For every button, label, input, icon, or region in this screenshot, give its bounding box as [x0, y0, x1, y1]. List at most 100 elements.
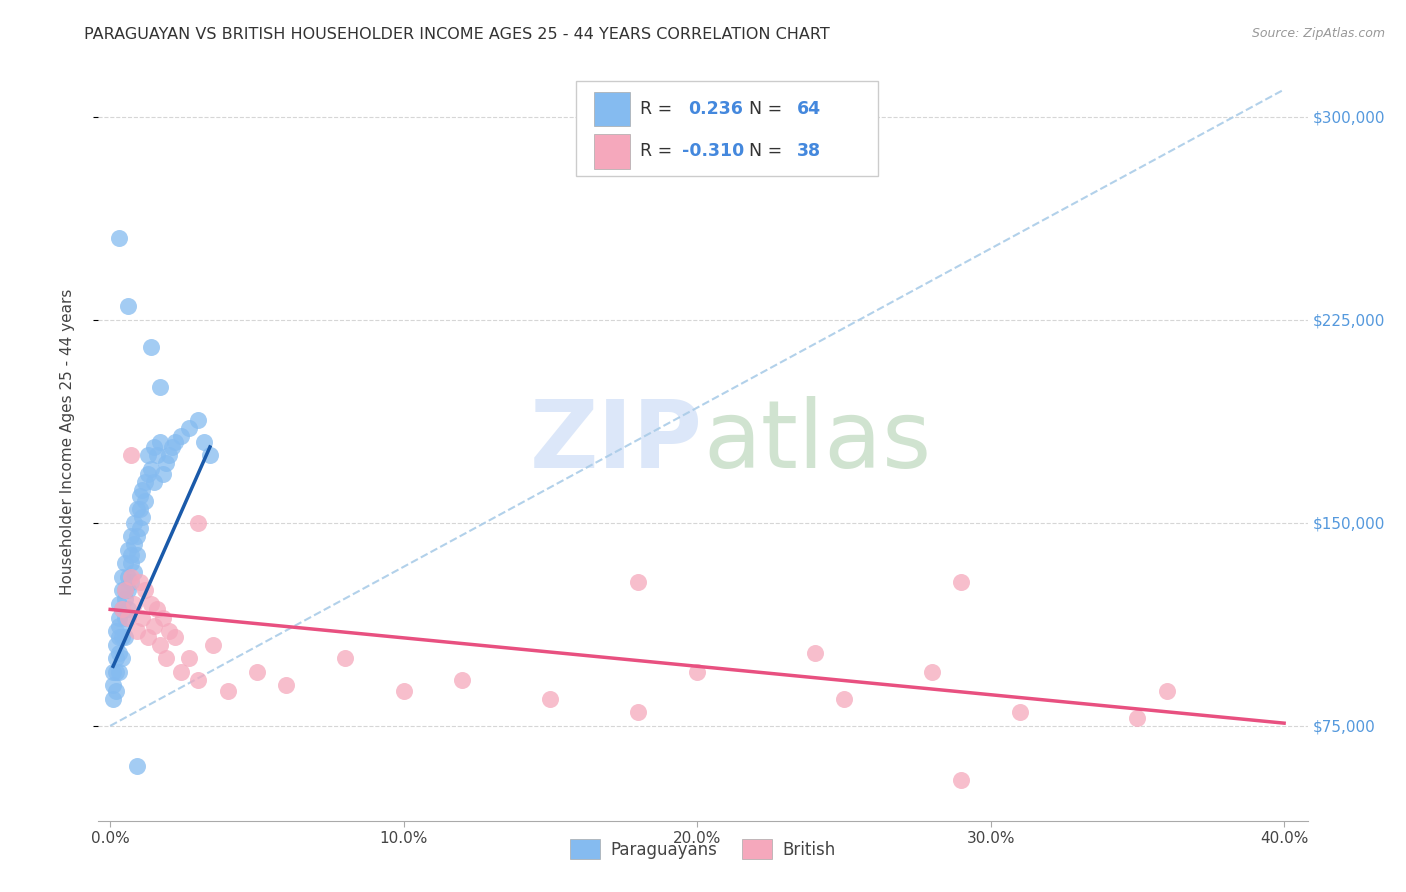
Point — [198, 448, 221, 462]
Point — [117, 602, 139, 616]
Text: R =: R = — [640, 143, 678, 161]
Point — [120, 557, 142, 571]
Point — [117, 570, 139, 584]
Point — [921, 665, 943, 679]
Point — [117, 583, 139, 598]
Point — [114, 630, 136, 644]
Point — [114, 583, 136, 598]
Point — [163, 630, 186, 644]
Point — [101, 665, 124, 679]
FancyBboxPatch shape — [595, 92, 630, 126]
Point — [111, 651, 134, 665]
Point — [117, 542, 139, 557]
Point — [105, 651, 128, 665]
Point — [276, 678, 298, 692]
Point — [157, 624, 180, 639]
Point — [134, 583, 156, 598]
Point — [111, 602, 134, 616]
Point — [187, 673, 209, 687]
Point — [114, 583, 136, 598]
FancyBboxPatch shape — [595, 135, 630, 169]
Point — [134, 494, 156, 508]
Point — [111, 570, 134, 584]
Point — [149, 380, 172, 394]
Point — [120, 548, 142, 563]
Legend: Paraguayans, British: Paraguayans, British — [564, 833, 842, 865]
Point — [117, 610, 139, 624]
Text: 0.236: 0.236 — [689, 100, 744, 118]
Point — [187, 516, 209, 530]
Point — [149, 638, 172, 652]
Point — [108, 597, 131, 611]
Point — [686, 665, 709, 679]
Point — [1126, 711, 1149, 725]
Point — [141, 597, 163, 611]
Point — [246, 665, 269, 679]
Point — [128, 521, 150, 535]
Point — [333, 651, 356, 665]
Point — [169, 665, 191, 679]
Point — [179, 651, 201, 665]
Point — [149, 434, 172, 449]
Point — [451, 673, 474, 687]
Point — [125, 548, 148, 563]
Point — [125, 624, 148, 639]
Point — [117, 299, 139, 313]
Point — [157, 448, 180, 462]
Point — [155, 456, 177, 470]
Point — [105, 665, 128, 679]
Point — [155, 651, 177, 665]
Point — [627, 706, 650, 720]
Point — [201, 638, 224, 652]
Point — [108, 630, 131, 644]
Point — [187, 413, 209, 427]
Point — [125, 502, 148, 516]
Point — [1008, 706, 1031, 720]
Point — [136, 630, 159, 644]
Point — [122, 597, 145, 611]
Point — [111, 583, 134, 598]
Point — [128, 489, 150, 503]
Text: Source: ZipAtlas.com: Source: ZipAtlas.com — [1251, 27, 1385, 40]
Point — [141, 340, 163, 354]
Point — [120, 575, 142, 590]
Point — [101, 691, 124, 706]
Text: R =: R = — [640, 100, 678, 118]
Point — [108, 610, 131, 624]
Point — [146, 448, 169, 462]
Text: N =: N = — [749, 143, 787, 161]
Point — [125, 529, 148, 543]
Point — [803, 646, 825, 660]
Point — [136, 448, 159, 462]
Text: -0.310: -0.310 — [682, 143, 745, 161]
Point — [143, 475, 166, 490]
Point — [152, 610, 174, 624]
Point — [152, 467, 174, 481]
Point — [120, 529, 142, 543]
Point — [141, 461, 163, 475]
Text: N =: N = — [749, 100, 787, 118]
Point — [105, 638, 128, 652]
Point — [128, 502, 150, 516]
Y-axis label: Householder Income Ages 25 - 44 years: Householder Income Ages 25 - 44 years — [60, 288, 75, 595]
Point — [122, 537, 145, 551]
Point — [131, 483, 153, 498]
Point — [134, 475, 156, 490]
Point — [105, 683, 128, 698]
Point — [108, 646, 131, 660]
Point — [122, 565, 145, 579]
Point — [131, 510, 153, 524]
Point — [217, 683, 239, 698]
Point — [128, 575, 150, 590]
Point — [136, 467, 159, 481]
Point — [160, 440, 183, 454]
Point — [163, 434, 186, 449]
Point — [111, 630, 134, 644]
Point — [832, 691, 855, 706]
Text: PARAGUAYAN VS BRITISH HOUSEHOLDER INCOME AGES 25 - 44 YEARS CORRELATION CHART: PARAGUAYAN VS BRITISH HOUSEHOLDER INCOME… — [84, 27, 830, 42]
Point — [114, 610, 136, 624]
Text: ZIP: ZIP — [530, 395, 703, 488]
FancyBboxPatch shape — [576, 81, 879, 177]
Point — [1156, 683, 1178, 698]
Text: 64: 64 — [797, 100, 821, 118]
